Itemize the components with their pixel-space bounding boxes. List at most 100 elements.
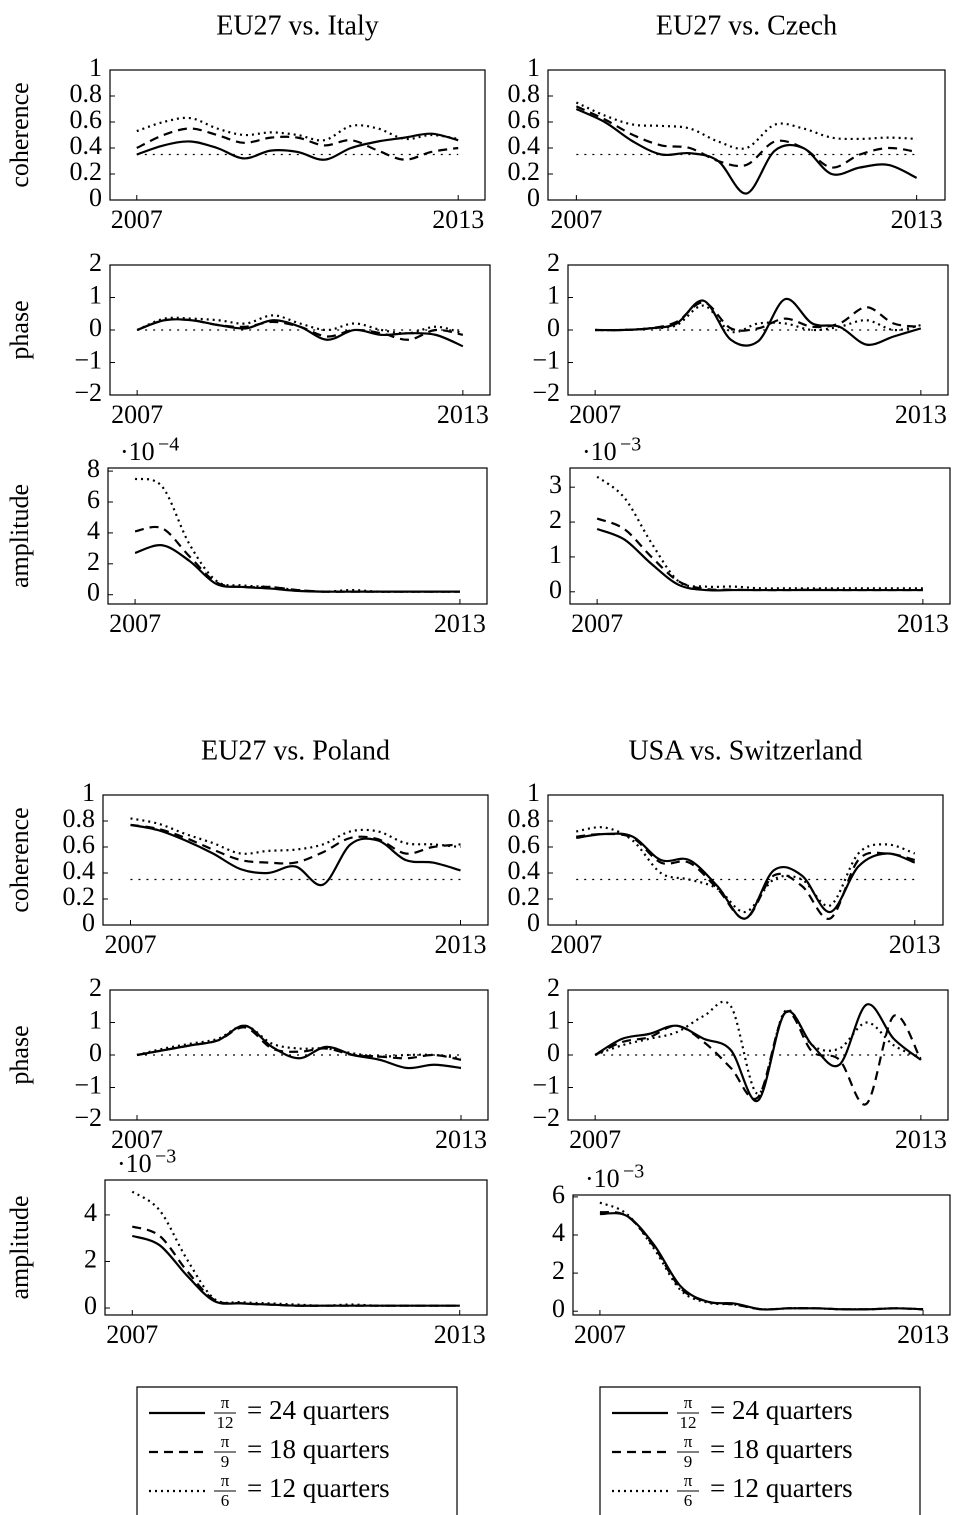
x-tick-label: 2007: [111, 400, 163, 429]
y-tick-label: 0.8: [70, 79, 103, 108]
series-line: [134, 544, 460, 593]
y-tick-label: −2: [532, 1103, 560, 1132]
y-scale-exponent: −4: [158, 434, 179, 456]
legend-label: = 12 quarters: [710, 1473, 853, 1503]
x-tick-label: 2013: [897, 609, 949, 638]
x-tick-label: 2007: [111, 1125, 163, 1154]
y-tick-label: 0.2: [508, 882, 541, 911]
y-scale-label: ·10: [585, 1164, 620, 1193]
axes-frame: [547, 69, 946, 201]
y-tick-label: 4: [552, 1218, 565, 1247]
x-tick-label: 2007: [569, 1125, 621, 1154]
y-tick-label: 2: [552, 1256, 565, 1285]
series-line: [136, 1024, 462, 1060]
chart-title: EU27 vs. Czech: [656, 10, 837, 41]
x-tick-label: 2007: [550, 930, 602, 959]
axes-frame: [109, 69, 486, 201]
series-line: [594, 1000, 922, 1096]
legend-denominator: 12: [680, 1413, 697, 1432]
x-tick-label: 2013: [434, 1320, 486, 1349]
y-tick-label: 2: [547, 248, 560, 277]
series-line: [595, 304, 922, 334]
series-line: [596, 527, 923, 592]
y-scale-label: ·10: [120, 437, 155, 466]
legend-frame: [599, 1386, 921, 1515]
y-tick-label: 0: [527, 183, 540, 212]
y-tick-label: 0: [552, 1294, 565, 1323]
x-tick-label: 2007: [569, 400, 621, 429]
y-tick-label: 1: [89, 53, 102, 82]
x-tick-label: 2013: [891, 205, 943, 234]
y-tick-label: 6: [552, 1180, 565, 1209]
y-tick-label: 2: [549, 505, 562, 534]
series-line: [131, 1190, 460, 1307]
y-tick-label: 0.4: [508, 131, 541, 160]
legend-numerator: π: [221, 1393, 230, 1412]
series-line: [136, 127, 459, 161]
y-tick-label: 0: [89, 183, 102, 212]
x-tick-label: 2013: [897, 1320, 949, 1349]
axes-frame: [547, 794, 944, 926]
series-line: [575, 101, 917, 150]
y-tick-label: 2: [87, 547, 100, 576]
x-tick-label: 2007: [550, 205, 602, 234]
x-tick-label: 2013: [432, 205, 484, 234]
legend-label: = 18 quarters: [247, 1434, 390, 1464]
y-tick-label: 1: [527, 778, 540, 807]
y-tick-label: 1: [547, 1005, 560, 1034]
y-tick-label: 4: [87, 516, 100, 545]
series-line: [599, 1211, 924, 1311]
y-tick-label: −1: [74, 1070, 102, 1099]
y-scale-label: ·10: [582, 437, 617, 466]
y-tick-label: 0.6: [508, 830, 541, 859]
series-line: [130, 823, 461, 865]
series-line: [136, 116, 459, 142]
legend-numerator: π: [221, 1432, 230, 1451]
axes-frame: [107, 467, 488, 605]
y-axis-label: amplitude: [5, 1196, 34, 1300]
series-line: [576, 826, 916, 914]
y-tick-label: −1: [532, 345, 560, 374]
y-tick-label: 0: [547, 313, 560, 342]
series-line: [136, 314, 464, 335]
legend-denominator: 6: [221, 1491, 230, 1510]
chart-title: EU27 vs. Poland: [201, 735, 390, 766]
series-line: [575, 105, 917, 169]
x-tick-label: 2013: [889, 930, 941, 959]
y-tick-label: 2: [84, 1244, 97, 1273]
y-tick-label: 8: [87, 454, 100, 483]
series-line: [130, 823, 461, 887]
chart-title: EU27 vs. Italy: [216, 10, 379, 41]
axes-frame: [102, 794, 489, 926]
x-tick-label: 2007: [111, 205, 163, 234]
legend-numerator: π: [684, 1432, 693, 1451]
y-tick-label: 0.8: [508, 79, 541, 108]
axes-frame: [569, 467, 951, 605]
y-tick-label: 2: [547, 973, 560, 1002]
y-tick-label: 0: [82, 908, 95, 937]
y-tick-label: 0.2: [508, 157, 541, 186]
y-tick-label: 0.2: [63, 882, 96, 911]
axes-frame: [572, 1194, 951, 1316]
y-tick-label: 0.8: [63, 804, 96, 833]
y-tick-label: 1: [547, 280, 560, 309]
y-tick-label: 0.6: [70, 105, 103, 134]
y-axis-label: amplitude: [5, 484, 34, 588]
y-tick-label: 1: [82, 778, 95, 807]
legend-label: = 12 quarters: [247, 1473, 390, 1503]
x-tick-label: 2013: [895, 400, 947, 429]
legend-denominator: 12: [217, 1413, 234, 1432]
y-tick-label: 1: [89, 1005, 102, 1034]
y-tick-label: 0: [87, 578, 100, 607]
series-line: [131, 1234, 460, 1307]
series-line: [134, 477, 460, 593]
series-line: [136, 132, 459, 161]
y-axis-label: coherence: [5, 82, 34, 187]
series-line: [134, 525, 460, 593]
y-tick-label: 0.8: [508, 804, 541, 833]
y-axis-label: phase: [5, 300, 34, 359]
y-tick-label: 3: [549, 470, 562, 499]
chart-title: USA vs. Switzerland: [628, 735, 862, 766]
legend-frame: [136, 1386, 458, 1515]
